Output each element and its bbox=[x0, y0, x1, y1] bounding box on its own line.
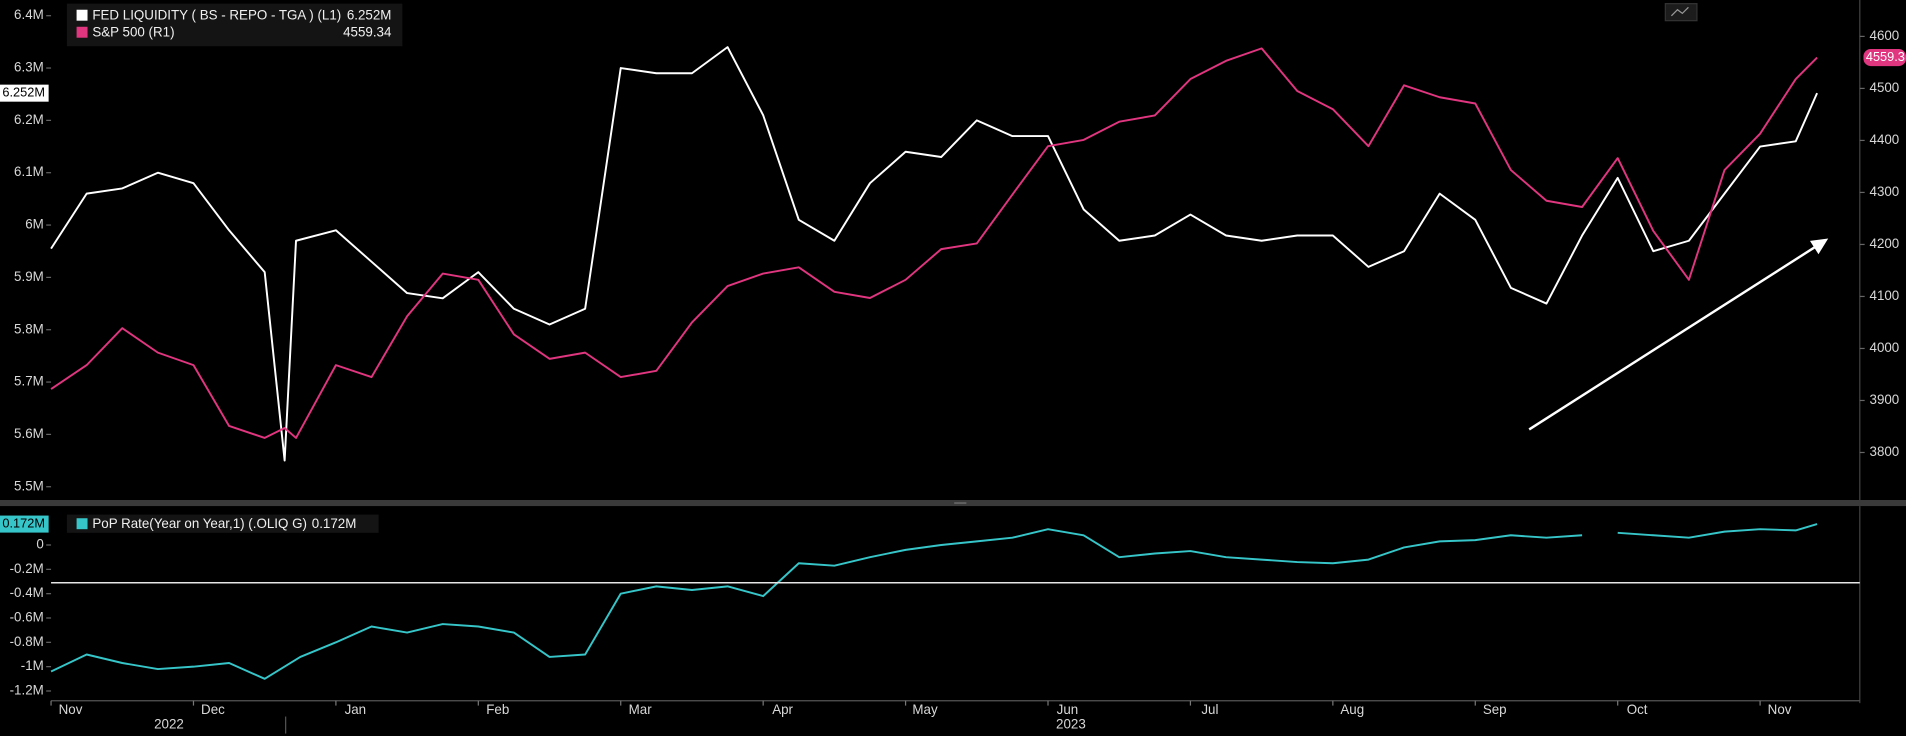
trend-arrow-head bbox=[1809, 238, 1829, 255]
y-tick-label: -0.4M bbox=[10, 585, 44, 600]
last-value-badge bbox=[1863, 49, 1906, 67]
series-layer bbox=[50, 46, 1818, 680]
legend-label: PoP Rate(Year on Year,1) (.OLIQ G) bbox=[92, 516, 307, 531]
y2-tick-label: 4500 bbox=[1870, 80, 1900, 95]
x-tick-label: Dec bbox=[201, 702, 225, 717]
y2-tick-label: 4400 bbox=[1870, 132, 1900, 147]
y2-tick-label: 3900 bbox=[1870, 392, 1900, 407]
y2-tick-label: 3800 bbox=[1870, 444, 1900, 459]
x-tick-label: Feb bbox=[486, 702, 509, 717]
y-tick-label: 5.5M bbox=[14, 478, 44, 493]
last-value-badge bbox=[0, 515, 49, 533]
x-tick-label: Nov bbox=[59, 702, 83, 717]
y2-tick-label: 4600 bbox=[1870, 28, 1900, 43]
legend-box bbox=[66, 3, 403, 47]
legend-value: 0.172M bbox=[312, 516, 357, 531]
last-value-label: 0.172M bbox=[2, 515, 45, 530]
legend-swatch bbox=[76, 26, 88, 38]
year-label: 2023 bbox=[1056, 717, 1086, 732]
y-tick-label: -1M bbox=[21, 658, 44, 673]
y-tick-label: -0.2M bbox=[10, 561, 44, 576]
series-line bbox=[50, 523, 1818, 680]
y-tick-label: 5.7M bbox=[14, 374, 44, 389]
legend-swatch bbox=[76, 518, 88, 530]
y-tick-label: 5.6M bbox=[14, 426, 44, 441]
y-tick-label: -1.2M bbox=[10, 683, 44, 698]
x-tick-label: Jun bbox=[1057, 702, 1079, 717]
x-tick-label: Apr bbox=[772, 702, 793, 717]
y-tick-label: 5.8M bbox=[14, 321, 44, 336]
y-tick-label: 6.2M bbox=[14, 112, 44, 127]
last-value-badge bbox=[0, 84, 49, 102]
x-tick-label: Jul bbox=[1201, 702, 1218, 717]
x-tick-label: Mar bbox=[629, 702, 653, 717]
x-tick-label: Oct bbox=[1627, 702, 1648, 717]
x-tick-label: May bbox=[912, 702, 938, 717]
y-tick-label: 5.9M bbox=[14, 269, 44, 284]
x-tick-label: Sep bbox=[1483, 702, 1507, 717]
series-line bbox=[50, 47, 1818, 439]
legend-label: FED LIQUIDITY ( BS - REPO - TGA ) (L1) bbox=[92, 7, 341, 22]
y2-tick-label: 4100 bbox=[1870, 288, 1900, 303]
y-tick-label: 6.3M bbox=[14, 60, 44, 75]
chart-type-icon bbox=[1670, 6, 1689, 17]
series-line bbox=[50, 46, 1818, 462]
y-tick-label: 6.4M bbox=[14, 7, 44, 22]
y2-tick-label: 4000 bbox=[1870, 340, 1900, 355]
y-tick-label: 6.1M bbox=[14, 164, 44, 179]
x-tick-label: Jan bbox=[345, 702, 367, 717]
y2-tick-label: 4300 bbox=[1870, 184, 1900, 199]
x-tick-label: Nov bbox=[1768, 702, 1792, 717]
legend-box bbox=[66, 514, 379, 533]
last-value-label: 4559.3 bbox=[1866, 49, 1905, 64]
legend-swatch bbox=[76, 9, 88, 21]
trend-arrow bbox=[1528, 242, 1822, 431]
y-tick-label: -0.8M bbox=[10, 634, 44, 649]
legend-value: 4559.34 bbox=[343, 24, 392, 39]
year-label: 2022 bbox=[154, 717, 184, 732]
x-tick-label: Aug bbox=[1340, 702, 1364, 717]
legend-value: 6.252M bbox=[347, 7, 392, 22]
y2-tick-label: 4200 bbox=[1870, 236, 1900, 251]
panel-divider bbox=[0, 499, 1906, 507]
legend-label: S&P 500 (R1) bbox=[92, 24, 174, 39]
y-tick-label: -0.6M bbox=[10, 610, 44, 625]
y-tick-label: 0 bbox=[36, 537, 43, 552]
y-tick-label: 6M bbox=[25, 217, 44, 232]
last-value-label: 6.252M bbox=[2, 85, 45, 100]
